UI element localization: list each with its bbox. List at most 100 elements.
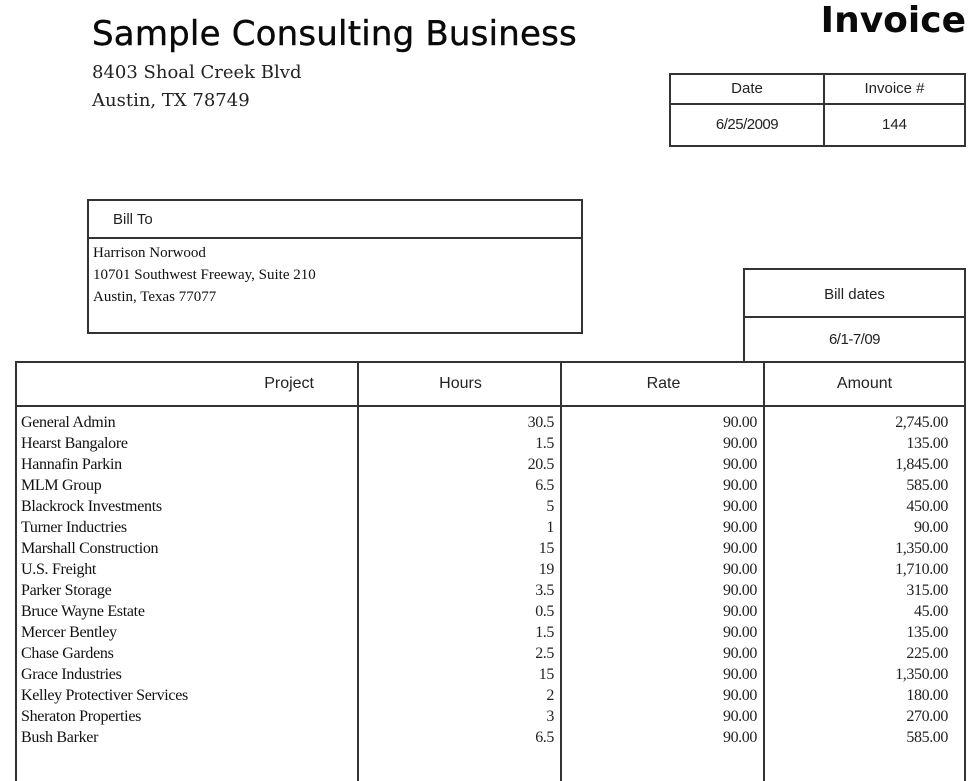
cell-hours: 2.5 <box>535 645 554 662</box>
table-row: Bush Barker 6.5 90.00 585.00 <box>17 727 964 748</box>
table-row: Mercer Bentley 1.5 90.00 135.00 <box>17 622 964 643</box>
cell-rate: 90.00 <box>722 498 757 515</box>
table-row: Kelley Protectiver Services 2 90.00 180.… <box>17 685 964 706</box>
table-row: Chase Gardens 2.5 90.00 225.00 <box>17 643 964 664</box>
cell-project: Turner Inductries <box>21 519 127 536</box>
cell-amount: 45.00 <box>913 603 948 620</box>
cell-rate: 90.00 <box>722 603 757 620</box>
cell-rate: 90.00 <box>722 708 757 725</box>
table-row: U.S. Freight 19 90.00 1,710.00 <box>17 559 964 580</box>
table-row: Hearst Bangalore 1.5 90.00 135.00 <box>17 433 964 454</box>
invoice-number-label: Invoice # <box>864 80 925 97</box>
table-row: Marshall Construction 15 90.00 1,350.00 <box>17 538 964 559</box>
cell-hours: 5 <box>546 498 554 515</box>
cell-rate: 90.00 <box>722 582 757 599</box>
table-row: MLM Group 6.5 90.00 585.00 <box>17 475 964 496</box>
table-row: Hannafin Parkin 20.5 90.00 1,845.00 <box>17 454 964 475</box>
cell-project: Hannafin Parkin <box>21 456 122 473</box>
cell-amount: 90.00 <box>913 519 948 536</box>
invoice-meta-header-row <box>671 75 964 105</box>
table-row: Grace Industries 15 90.00 1,350.00 <box>17 664 964 685</box>
cell-rate: 90.00 <box>722 624 757 641</box>
company-address-line2: Austin, TX 78749 <box>92 90 250 111</box>
cell-amount: 225.00 <box>906 645 948 662</box>
cell-hours: 19 <box>538 561 555 578</box>
date-value: 6/25/2009 <box>715 116 779 133</box>
cell-rate: 90.00 <box>722 456 757 473</box>
cell-project: Bush Barker <box>21 729 99 746</box>
cell-amount: 270.00 <box>906 708 948 725</box>
cell-hours: 15 <box>538 540 555 557</box>
cell-project: Parker Storage <box>21 582 112 599</box>
cell-amount: 135.00 <box>906 624 948 641</box>
cell-hours: 2 <box>546 687 554 704</box>
bill-dates-label: Bill dates <box>824 286 885 303</box>
table-row: Turner Inductries 1 90.00 90.00 <box>17 517 964 538</box>
cell-rate: 90.00 <box>722 561 757 578</box>
cell-rate: 90.00 <box>722 519 757 536</box>
cell-project: MLM Group <box>21 477 102 494</box>
bill-dates-box: Bill dates 6/1-7/09 <box>743 268 966 363</box>
cell-hours: 0.5 <box>535 603 554 620</box>
cell-rate: 90.00 <box>722 540 757 557</box>
table-body: General Admin 30.5 90.00 2,745.00 Hearst… <box>17 412 964 748</box>
table-row: Blackrock Investments 5 90.00 450.00 <box>17 496 964 517</box>
bill-dates-header: Bill dates <box>745 270 964 318</box>
bill-to-header: Bill To <box>89 201 581 239</box>
bill-to-label: Bill To <box>113 211 153 228</box>
cell-project: Sheraton Properties <box>21 708 142 725</box>
table-row: Parker Storage 3.5 90.00 315.00 <box>17 580 964 601</box>
cell-hours: 3 <box>546 708 554 725</box>
cell-amount: 1,350.00 <box>895 666 948 683</box>
cell-project: Blackrock Investments <box>21 498 162 515</box>
column-divider-hours-rate <box>560 363 562 781</box>
company-name: Sample Consulting Business <box>92 14 577 54</box>
bill-to-box: Bill To Harrison Norwood 10701 Southwest… <box>87 199 583 334</box>
cell-rate: 90.00 <box>722 729 757 746</box>
cell-project: Grace Industries <box>21 666 122 683</box>
invoice-meta-divider <box>823 75 825 145</box>
cell-project: U.S. Freight <box>21 561 97 578</box>
invoice-number-value: 144 <box>881 116 908 133</box>
cell-amount: 1,845.00 <box>895 456 948 473</box>
cell-amount: 135.00 <box>906 435 948 452</box>
cell-hours: 1.5 <box>535 624 554 641</box>
cell-hours: 6.5 <box>535 477 554 494</box>
cell-amount: 1,710.00 <box>895 561 948 578</box>
line-items-table: Project Hours Rate Amount General Admin … <box>15 361 966 781</box>
cell-amount: 2,745.00 <box>895 414 948 431</box>
cell-amount: 450.00 <box>906 498 948 515</box>
cell-rate: 90.00 <box>722 666 757 683</box>
bill-dates-value: 6/1-7/09 <box>828 331 881 348</box>
invoice-meta-box: Date Invoice # 6/25/2009 144 <box>669 73 966 147</box>
cell-hours: 3.5 <box>535 582 554 599</box>
column-header-project: Project <box>264 375 314 392</box>
column-header-rate: Rate <box>646 375 681 392</box>
company-address-line1: 8403 Shoal Creek Blvd <box>92 62 302 83</box>
cell-project: General Admin <box>21 414 116 431</box>
bill-to-street: 10701 Southwest Freeway, Suite 210 <box>93 267 316 283</box>
table-header-row: Project Hours Rate Amount <box>17 363 964 407</box>
cell-project: Kelley Protectiver Services <box>21 687 188 704</box>
cell-amount: 585.00 <box>906 477 948 494</box>
cell-hours: 1 <box>546 519 554 536</box>
cell-project: Hearst Bangalore <box>21 435 128 452</box>
cell-project: Marshall Construction <box>21 540 159 557</box>
date-label: Date <box>731 80 763 97</box>
column-divider-rate-amount <box>763 363 765 781</box>
bill-to-address: Harrison Norwood 10701 Southwest Freeway… <box>93 242 316 308</box>
bill-to-name: Harrison Norwood <box>93 245 206 261</box>
table-row: General Admin 30.5 90.00 2,745.00 <box>17 412 964 433</box>
table-row: Sheraton Properties 3 90.00 270.00 <box>17 706 964 727</box>
column-divider-project-hours <box>357 363 359 781</box>
cell-project: Mercer Bentley <box>21 624 117 641</box>
cell-amount: 585.00 <box>906 729 948 746</box>
document-title: Invoice <box>820 0 966 41</box>
cell-project: Chase Gardens <box>21 645 114 662</box>
cell-hours: 1.5 <box>535 435 554 452</box>
cell-hours: 30.5 <box>527 414 555 431</box>
bill-to-city: Austin, Texas 77077 <box>93 289 217 305</box>
cell-amount: 315.00 <box>906 582 948 599</box>
column-header-amount: Amount <box>836 375 893 392</box>
cell-amount: 180.00 <box>906 687 948 704</box>
